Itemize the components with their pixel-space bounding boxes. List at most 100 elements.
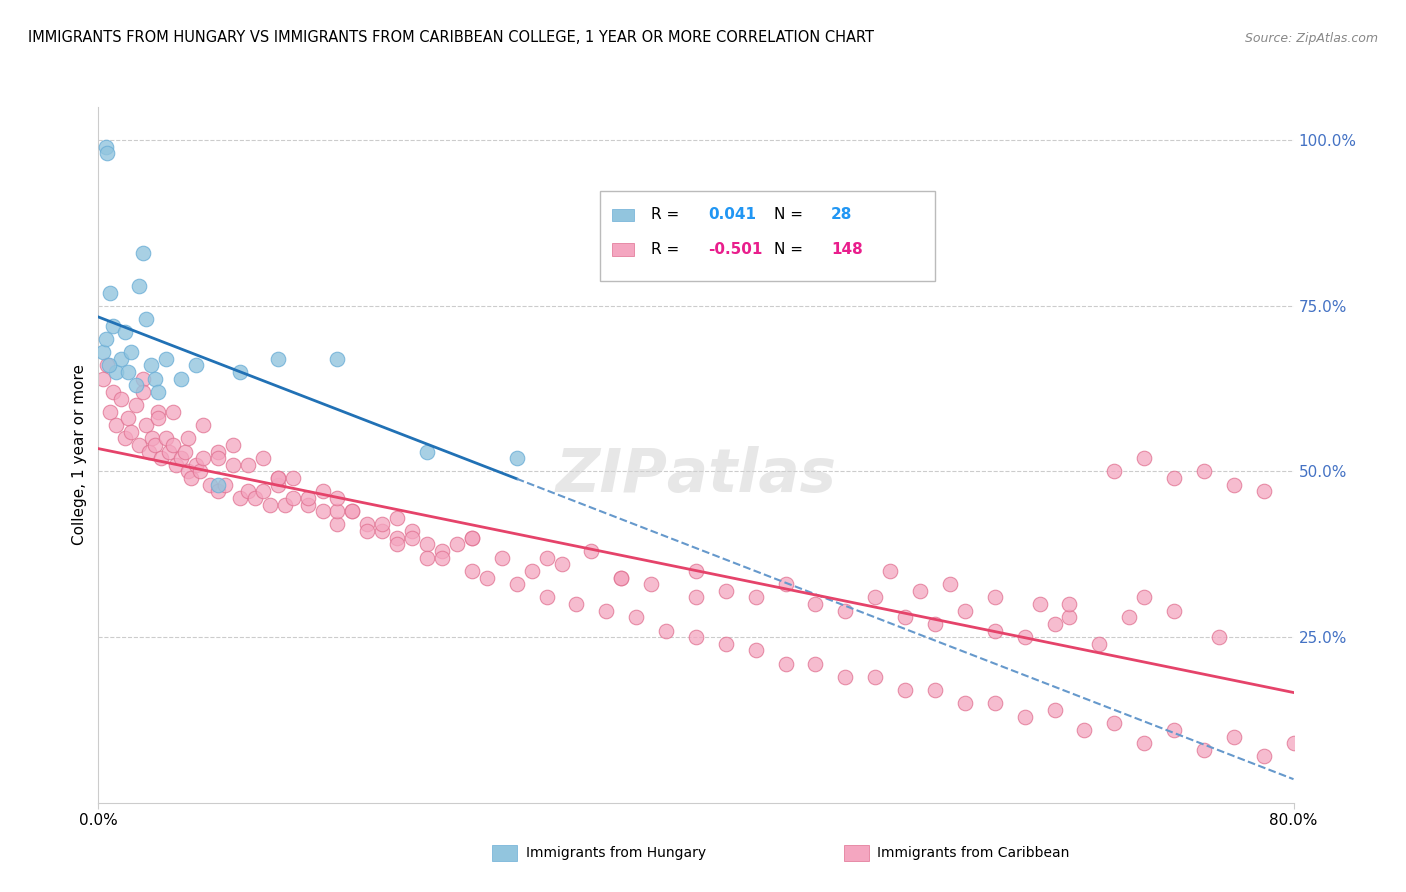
Point bbox=[326, 491, 349, 505]
Point bbox=[207, 444, 229, 458]
Point bbox=[91, 372, 114, 386]
Point bbox=[1192, 465, 1215, 479]
Point bbox=[267, 471, 290, 485]
Point bbox=[939, 577, 962, 591]
Text: ZIPаtlas: ZIPаtlas bbox=[555, 446, 837, 505]
Point bbox=[148, 411, 170, 425]
Point bbox=[685, 630, 707, 644]
Point bbox=[207, 484, 229, 499]
Point bbox=[371, 517, 394, 532]
Point bbox=[640, 577, 662, 591]
Point bbox=[125, 398, 148, 412]
Point bbox=[326, 504, 349, 518]
Point bbox=[138, 444, 160, 458]
Point bbox=[506, 451, 529, 466]
Point bbox=[536, 591, 558, 605]
Text: 0.041: 0.041 bbox=[709, 207, 756, 222]
Point bbox=[416, 550, 439, 565]
Point bbox=[157, 444, 180, 458]
Point bbox=[416, 537, 439, 551]
Point bbox=[177, 431, 200, 445]
Point bbox=[1043, 703, 1066, 717]
Text: N =: N = bbox=[773, 207, 807, 222]
Point bbox=[103, 384, 125, 399]
Point bbox=[714, 583, 737, 598]
Point bbox=[356, 524, 378, 538]
Point bbox=[745, 591, 768, 605]
Point bbox=[385, 531, 409, 545]
Point bbox=[1059, 597, 1081, 611]
Point bbox=[91, 345, 114, 359]
Point bbox=[229, 365, 252, 379]
Point bbox=[685, 564, 707, 578]
Point bbox=[1223, 477, 1246, 491]
Point bbox=[1253, 749, 1275, 764]
Point bbox=[984, 697, 1007, 711]
Point bbox=[117, 411, 139, 425]
Point bbox=[252, 484, 274, 499]
Point bbox=[259, 498, 281, 512]
Point bbox=[626, 610, 648, 624]
Point bbox=[1014, 709, 1036, 723]
Point bbox=[1208, 630, 1230, 644]
Point bbox=[685, 591, 707, 605]
Point bbox=[371, 524, 394, 538]
Point bbox=[1223, 730, 1246, 744]
Point bbox=[139, 359, 162, 373]
FancyBboxPatch shape bbox=[600, 191, 935, 281]
Point bbox=[207, 451, 229, 466]
Point bbox=[416, 444, 439, 458]
Point bbox=[894, 683, 917, 698]
Point bbox=[804, 657, 827, 671]
Point bbox=[120, 425, 142, 439]
Point bbox=[135, 418, 157, 433]
FancyBboxPatch shape bbox=[613, 209, 634, 221]
Point bbox=[491, 550, 513, 565]
Point bbox=[865, 670, 887, 684]
Text: Source: ZipAtlas.com: Source: ZipAtlas.com bbox=[1244, 31, 1378, 45]
Point bbox=[132, 372, 155, 386]
Point bbox=[1163, 723, 1185, 737]
Point bbox=[385, 511, 409, 525]
Point bbox=[924, 616, 946, 631]
Point bbox=[191, 418, 214, 433]
Text: 28: 28 bbox=[831, 207, 852, 222]
Point bbox=[267, 351, 290, 366]
Point bbox=[229, 491, 252, 505]
Point bbox=[110, 392, 132, 406]
Point bbox=[180, 471, 202, 485]
Point bbox=[326, 517, 349, 532]
Point bbox=[110, 351, 132, 366]
FancyBboxPatch shape bbox=[613, 244, 634, 256]
Point bbox=[184, 458, 207, 472]
Point bbox=[475, 570, 498, 584]
Point bbox=[1282, 736, 1305, 750]
Point bbox=[117, 365, 139, 379]
Point bbox=[188, 465, 211, 479]
Text: N =: N = bbox=[773, 242, 807, 257]
Point bbox=[1014, 630, 1036, 644]
Point bbox=[105, 365, 128, 379]
Point bbox=[143, 438, 166, 452]
Point bbox=[148, 384, 170, 399]
Point bbox=[446, 537, 468, 551]
Point bbox=[311, 504, 333, 518]
Point bbox=[297, 491, 319, 505]
Point bbox=[1028, 597, 1050, 611]
Point bbox=[953, 697, 976, 711]
Point bbox=[924, 683, 946, 698]
Point bbox=[520, 564, 543, 578]
Point bbox=[1059, 610, 1081, 624]
Point bbox=[200, 477, 222, 491]
Point bbox=[1192, 743, 1215, 757]
Text: R =: R = bbox=[651, 207, 683, 222]
Point bbox=[155, 351, 177, 366]
Point bbox=[141, 431, 163, 445]
Point bbox=[714, 637, 737, 651]
Point bbox=[1253, 484, 1275, 499]
Point bbox=[174, 444, 197, 458]
Text: Immigrants from Hungary: Immigrants from Hungary bbox=[526, 846, 706, 860]
Point bbox=[1163, 471, 1185, 485]
Point bbox=[834, 604, 856, 618]
Point bbox=[326, 351, 349, 366]
